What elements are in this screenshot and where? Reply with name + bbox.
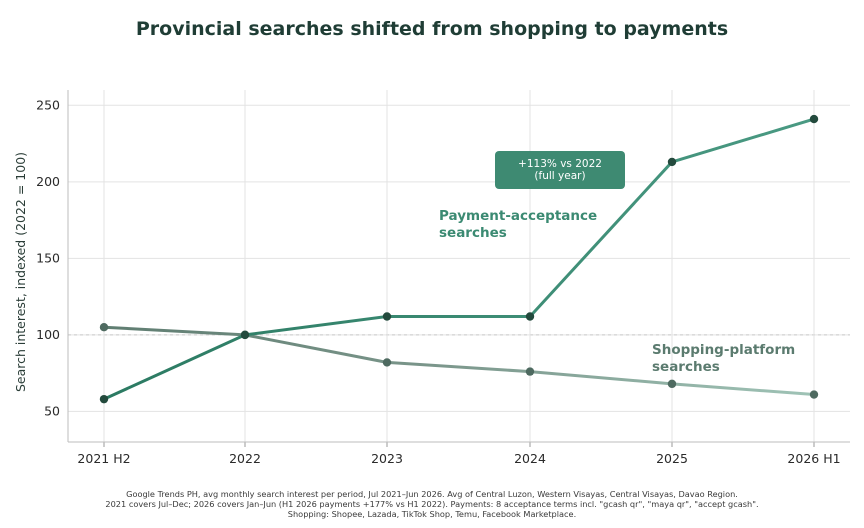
payments-data-point	[667, 157, 677, 167]
annotations: +113% vs 2022(full year)	[495, 151, 625, 189]
payments-series-label: Payment-acceptance	[439, 208, 597, 224]
source-note: Google Trends PH, avg monthly search int…	[105, 489, 758, 519]
shopping-series-line	[102, 325, 816, 397]
data-markers	[99, 114, 819, 404]
shopping-data-point	[99, 323, 109, 332]
payments-data-point	[240, 330, 250, 340]
y-tick-label: 50	[44, 403, 60, 418]
y-tick-label: 150	[36, 250, 60, 265]
axes: 50 100 150 200 250 2021 H2 2022 2023 2024 2025 202…	[36, 90, 850, 466]
y-tick-label: 250	[36, 97, 60, 112]
x-tick-label: 2025	[656, 451, 688, 466]
payments-data-point	[99, 394, 109, 404]
callout-text: +113% vs 2022	[518, 158, 602, 170]
shopping-data-point	[809, 390, 819, 399]
x-tick-label: 2024	[514, 451, 546, 466]
shopping-data-point	[525, 367, 535, 376]
payments-data-point	[382, 312, 392, 321]
x-tick-label: 2023	[371, 451, 403, 466]
series-lines	[102, 117, 816, 401]
y-tick-label: 200	[36, 174, 60, 189]
x-tick-label: 2022	[229, 451, 261, 466]
callout-text: (full year)	[534, 170, 585, 182]
source-note-line-1: Google Trends PH, avg monthly search int…	[126, 489, 738, 499]
payments-series-line	[102, 117, 816, 401]
source-note-line-3: Shopping: Shopee, Lazada, TikTok Shop, T…	[288, 509, 576, 519]
y-tick-label: 100	[36, 327, 60, 342]
series-labels: Payment-acceptancesearchesShopping-platf…	[439, 208, 795, 375]
x-tick-label: 2021 H2	[77, 451, 130, 466]
shopping-series-label: searches	[652, 359, 720, 375]
y-axis-label: Search interest, indexed (2022 = 100)	[13, 152, 28, 392]
payments-data-point	[809, 114, 819, 124]
payments-series-label: searches	[439, 225, 507, 241]
shopping-series-label: Shopping-platform	[652, 342, 795, 358]
x-tick-label: 2026 H1	[787, 451, 840, 466]
shopping-data-point	[382, 358, 392, 367]
chart-title: Provincial searches shifted from shoppin…	[136, 18, 728, 40]
callout-box	[495, 151, 625, 189]
payments-data-point	[525, 312, 535, 321]
source-note-line-2: 2021 covers Jul–Dec; 2026 covers Jan–Jun…	[105, 499, 758, 509]
shopping-data-point	[667, 379, 677, 389]
